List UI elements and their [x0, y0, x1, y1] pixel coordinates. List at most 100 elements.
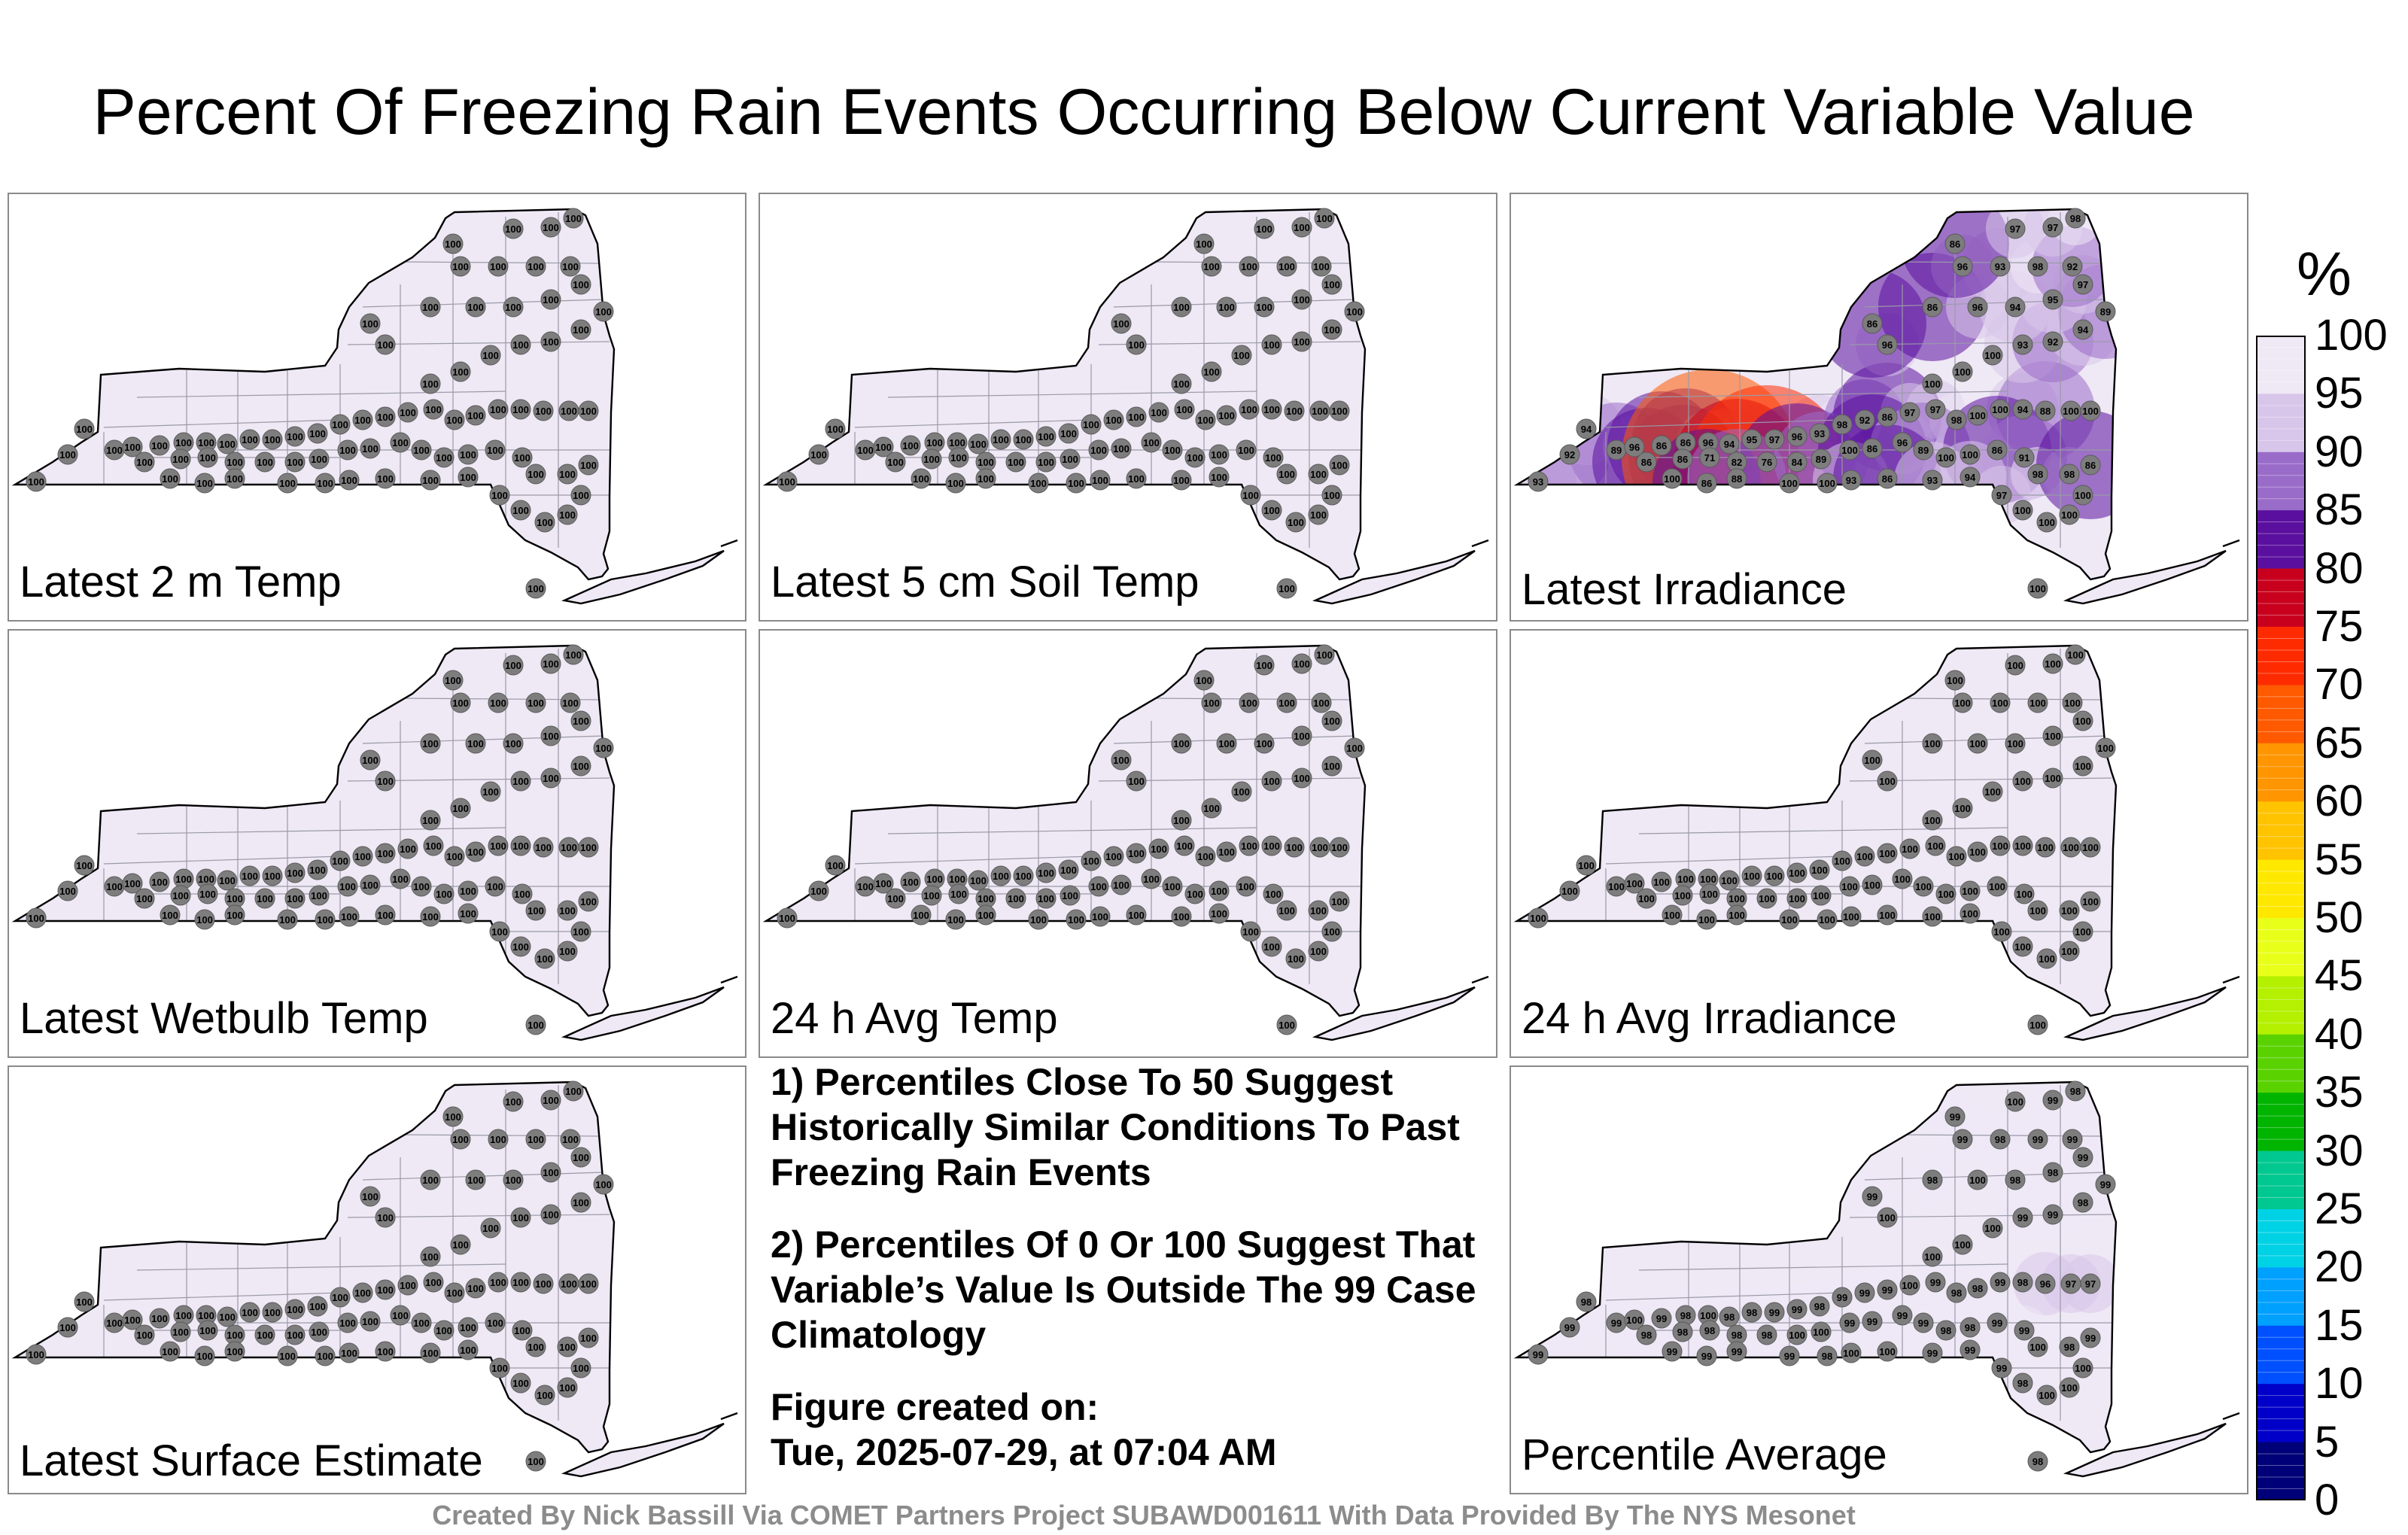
- station-value: 100: [514, 452, 531, 464]
- station-value: 100: [1938, 889, 1954, 900]
- station-value: 100: [1700, 874, 1716, 885]
- station-marker: 86: [1944, 233, 1966, 254]
- station-dot: [1276, 578, 1297, 599]
- station-marker: 100: [26, 1344, 47, 1365]
- station-value: 100: [422, 911, 439, 923]
- station-dot: [1741, 865, 1762, 886]
- station-value: 100: [1143, 874, 1160, 885]
- station-marker: 100: [262, 865, 283, 886]
- station-value: 100: [1324, 926, 1340, 938]
- station-marker: 100: [911, 468, 932, 489]
- station-marker: 100: [570, 1192, 591, 1213]
- station-dot: [2095, 301, 2116, 322]
- station-value: 100: [537, 1390, 553, 1401]
- station-dot: [390, 1305, 411, 1326]
- station-value: 100: [339, 881, 356, 892]
- station-marker: 100: [1982, 1217, 2003, 1239]
- station-dot: [134, 451, 155, 473]
- station-marker: 98: [1741, 1302, 1762, 1323]
- station-value: 100: [227, 473, 243, 485]
- station-marker: 100: [512, 447, 533, 468]
- station-value: 97: [2048, 222, 2058, 233]
- station-value: 100: [1781, 478, 1798, 489]
- station-value: 100: [425, 1277, 442, 1288]
- station-marker: 88: [2035, 400, 2056, 421]
- station-value: 100: [970, 875, 987, 886]
- station-marker: 100: [948, 447, 969, 468]
- station-marker: 100: [458, 444, 479, 465]
- station-marker: 100: [1726, 904, 1747, 926]
- station-dot: [560, 692, 581, 713]
- station-value: 100: [580, 406, 597, 417]
- station-value: 100: [436, 452, 452, 464]
- station-marker: 100: [1162, 439, 1183, 460]
- station-dot: [1719, 870, 1740, 891]
- station-dot: [1952, 1234, 1973, 1255]
- station-marker: 100: [284, 862, 306, 883]
- station-value: 100: [422, 1175, 439, 1186]
- station-marker: 89: [1913, 439, 1934, 460]
- station-value: 100: [1789, 893, 1805, 904]
- station-value: 100: [1324, 324, 1340, 336]
- station-dot: [149, 871, 170, 892]
- station-marker: 100: [1308, 504, 1329, 525]
- station-value: 100: [1113, 755, 1130, 766]
- colorbar-tick-label: 95: [2315, 369, 2364, 418]
- station-dot: [1967, 733, 1988, 754]
- station-value: 100: [573, 490, 589, 501]
- station-marker: 100: [458, 1317, 479, 1338]
- station-marker: 100: [570, 710, 591, 731]
- station-dot: [1726, 904, 1747, 926]
- panel-label: Latest Irradiance: [1522, 565, 1847, 614]
- station-dot: [2062, 692, 2083, 713]
- station-marker: 100: [2042, 725, 2063, 746]
- station-marker: 100: [593, 737, 614, 758]
- station-dot: [2027, 1129, 2048, 1150]
- station-marker: 100: [1314, 644, 1335, 665]
- station-value: 98: [2048, 1167, 2058, 1178]
- station-dot: [1839, 1312, 1860, 1333]
- station-value: 100: [341, 911, 357, 923]
- station-dot: [1005, 888, 1026, 909]
- station-value: 100: [377, 848, 394, 859]
- station-marker: 100: [375, 1279, 396, 1300]
- station-dot: [1329, 837, 1350, 858]
- station-marker: 100: [1171, 296, 1192, 318]
- station-value: 88: [1732, 473, 1742, 485]
- station-value: 100: [1278, 1020, 1295, 1031]
- station-dot: [900, 871, 921, 892]
- station-value: 98: [1941, 1325, 1951, 1336]
- station-value: 100: [422, 302, 439, 313]
- station-dot: [1922, 1169, 1943, 1190]
- station-value: 100: [1310, 905, 1327, 916]
- station-marker: 98: [1967, 1278, 1988, 1299]
- station-dot: [2059, 941, 2080, 962]
- coast-line: [720, 539, 738, 548]
- station-dot: [1081, 850, 1102, 871]
- station-marker: 100: [558, 400, 579, 421]
- station-dot: [420, 906, 441, 927]
- station-value: 100: [452, 366, 469, 378]
- station-dot: [1126, 904, 1147, 926]
- station-value: 100: [565, 649, 582, 661]
- station-marker: 98: [1946, 409, 1967, 430]
- station-dot: [1991, 921, 2012, 942]
- station-dot: [26, 907, 47, 929]
- station-value: 100: [1288, 517, 1304, 528]
- long-island-outline: [2063, 1422, 2227, 1478]
- station-value: 92: [1564, 449, 1575, 460]
- station-marker: 100: [1240, 485, 1261, 506]
- station-marker: 100: [170, 1321, 191, 1342]
- station-marker: 99: [1960, 1339, 1981, 1360]
- county-line: [1605, 856, 1843, 865]
- station-marker: 100: [2072, 921, 2093, 942]
- station-value: 100: [422, 1348, 439, 1359]
- station-value: 100: [1638, 893, 1655, 904]
- station-dot: [57, 1317, 78, 1338]
- station-value: 100: [1083, 856, 1099, 867]
- station-marker: 99: [1991, 1357, 2012, 1378]
- station-marker: 96: [1967, 296, 1988, 318]
- station-marker: 100: [1276, 578, 1297, 599]
- station-dot: [1764, 1302, 1785, 1323]
- station-marker: 100: [485, 876, 506, 897]
